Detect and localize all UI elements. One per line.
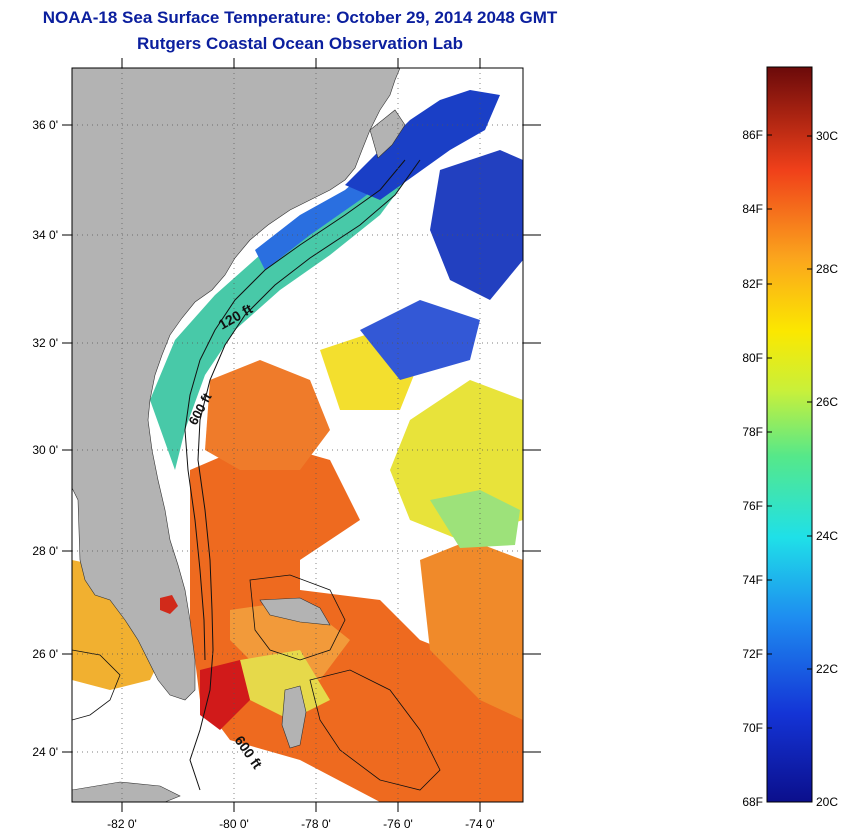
map-frame (71, 67, 524, 803)
colorbar-f-74: 74F (742, 573, 763, 587)
colorbar-c-20: 20C (816, 795, 838, 809)
colorbar-f-72: 72F (742, 647, 763, 661)
cold-northern-water (345, 90, 500, 200)
land-hatteras (369, 109, 406, 159)
contour-gulf (72, 649, 121, 721)
lat-label-24: 24 0' (32, 745, 58, 759)
colorbar-f-78: 78F (742, 425, 763, 439)
colorbar-f-80: 80F (742, 351, 763, 365)
colorbar-c-26: 26C (816, 395, 838, 409)
green-water-east (430, 490, 520, 548)
colorbar-c-30: 30C (816, 129, 838, 143)
warm-water-central (205, 360, 330, 470)
contour-bahamas (249, 574, 346, 661)
red-hot-spot (200, 660, 250, 730)
colorbar: 86F 84F 82F 80F 78F 76F 74F 72F 70F 68F … (742, 66, 838, 809)
cold-offshore-streaks (430, 150, 523, 300)
colorbar-gradient (766, 66, 813, 803)
cold-offshore-streaks-2 (360, 300, 480, 380)
colorbar-f-76: 76F (742, 499, 763, 513)
graticule (72, 68, 523, 802)
yellow-bahamas-water (240, 650, 330, 720)
colorbar-f-82: 82F (742, 277, 763, 291)
shelf-water-band (150, 150, 410, 470)
warm-water-east (420, 540, 523, 720)
colorbar-c-22: 22C (816, 662, 838, 676)
lake-okeechobee (160, 595, 178, 614)
land-grand-bahama (259, 597, 331, 626)
contour-120ft (184, 159, 406, 661)
land-north-america (72, 68, 401, 701)
axis-ticks (62, 58, 541, 812)
lon-label-78: -78 0' (301, 817, 331, 831)
lat-label-34: 34 0' (32, 228, 58, 242)
lat-label-32: 32 0' (32, 336, 58, 350)
lat-label-28: 28 0' (32, 544, 58, 558)
colorbar-c-24: 24C (816, 529, 838, 543)
lon-label-82: -82 0' (107, 817, 137, 831)
lat-label-36: 36 0' (32, 118, 58, 132)
colorbar-f-70: 70F (742, 721, 763, 735)
colorbar-f-68: 68F (742, 795, 763, 809)
land-cuba (72, 781, 181, 802)
lon-label-76: -76 0' (383, 817, 413, 831)
lat-label-26: 26 0' (32, 647, 58, 661)
contour-600ft (189, 159, 421, 791)
contour-bahamas-south (309, 669, 441, 791)
colorbar-c-28: 28C (816, 262, 838, 276)
map-subtitle: Rutgers Coastal Ocean Observation Lab (137, 34, 463, 53)
sst-map: 120 ft 600 ft 600 ft (72, 68, 523, 802)
colorbar-f-86: 86F (742, 128, 763, 142)
land-bahamas-andros (281, 685, 307, 749)
lat-label-30: 30 0' (32, 443, 58, 457)
lon-label-80: -80 0' (219, 817, 249, 831)
lon-label-74: -74 0' (465, 817, 495, 831)
colorbar-f-84: 84F (742, 202, 763, 216)
map-title: NOAA-18 Sea Surface Temperature: October… (42, 8, 558, 27)
